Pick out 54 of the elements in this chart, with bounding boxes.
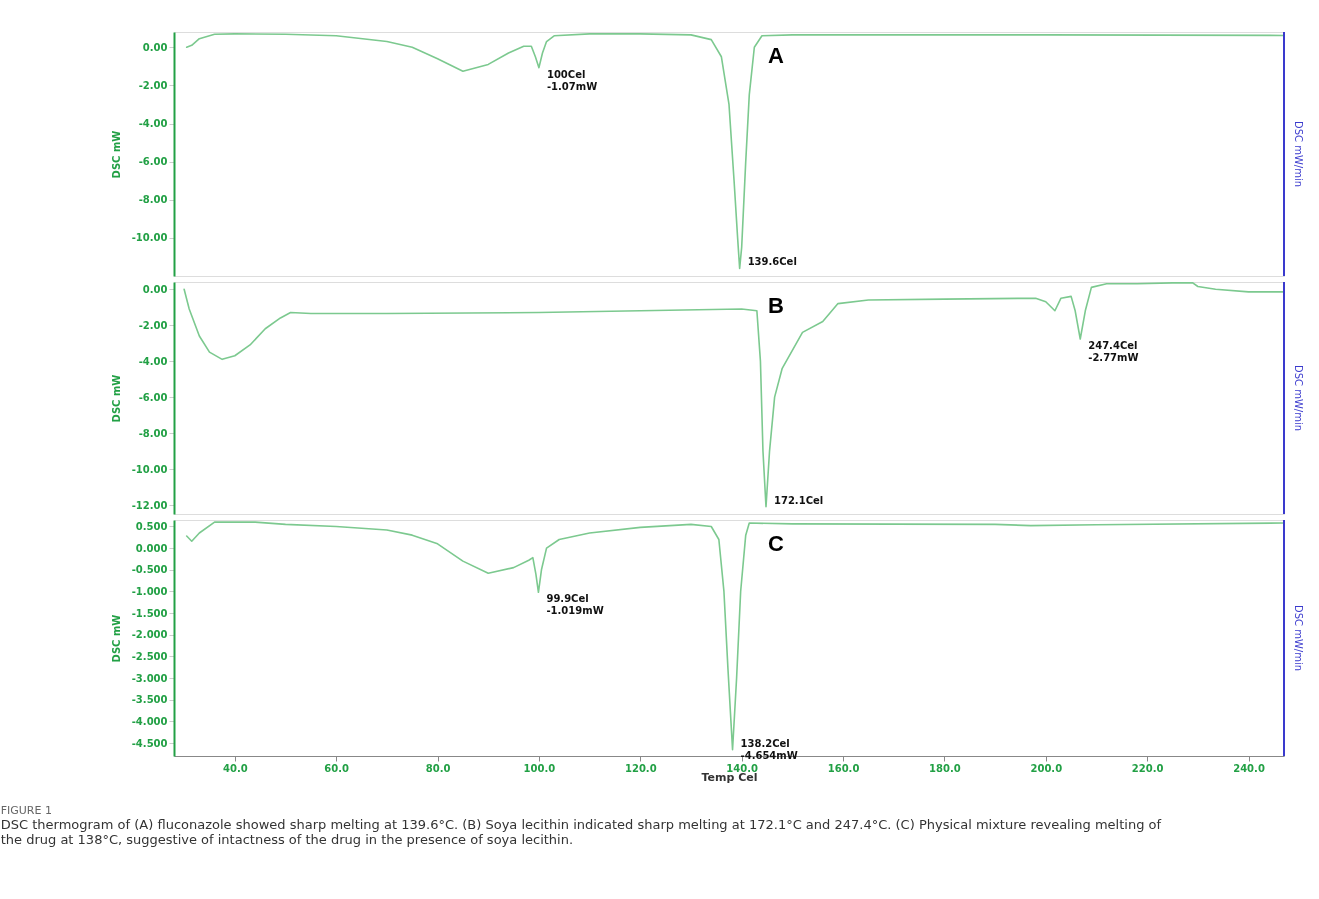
x-tick-label: 240.0 (1233, 762, 1265, 774)
annotation: 99.9Cel -1.019mW (546, 593, 604, 617)
x-tick-label: 40.0 (222, 762, 248, 774)
y-tick-label: 0.500 (135, 521, 168, 532)
annotation: 172.1Cel (774, 494, 824, 506)
x-tick-label: 80.0 (425, 762, 451, 774)
y2-axis-title: DSC mW/min (1293, 120, 1304, 188)
y-axis-title: DSC mW (110, 374, 122, 423)
x-tick-label: 180.0 (929, 762, 961, 774)
y-tick-label: -8.00 (138, 194, 168, 206)
y-tick-label: -10.00 (131, 463, 168, 475)
line-series (183, 282, 1285, 508)
text: DSC thermogram of (A) fluconazole showed sharp melting at 139.6°C. (B) Soya lecithin indicated sharp melting at 172.1°C and 247.4°C. (C) Physical mixture revealing melting of the drug at 138°C, suggestive of intactness of the drug in the presence of soya lecithin. (0, 816, 1162, 847)
annotation: 138.2Cel -4.654mW (740, 737, 798, 761)
annotation: 247.4Cel -2.77mW (1088, 340, 1139, 364)
line-series (185, 521, 1285, 751)
y-tick-label: -4.00 (138, 355, 168, 367)
y-tick-label: 0.000 (135, 542, 168, 554)
y-tick-label: -3.000 (131, 672, 168, 684)
y-tick-label: -10.00 (131, 232, 168, 244)
y-tick-label: -4.000 (131, 715, 168, 727)
x-tick-label: 160.0 (827, 762, 860, 774)
x-tick-label: 100.0 (523, 762, 556, 774)
y-axis-title: DSC mW (110, 614, 122, 663)
y-tick-label: -2.000 (131, 629, 168, 641)
y-tick-label: -6.00 (138, 391, 168, 403)
y2-axis-title: DSC mW/min (1293, 364, 1304, 432)
x-tick-label: 200.0 (1030, 762, 1063, 774)
y-tick-label: -2.00 (138, 319, 168, 331)
annotation: C (768, 531, 784, 556)
caption: FIGURE 1 (0, 803, 52, 817)
y-tick-label: -4.500 (131, 737, 168, 749)
x-tick-label: 60.0 (324, 762, 350, 774)
line-series (185, 33, 1285, 270)
annotation: A (768, 43, 784, 68)
y2-axis-title: DSC mW/min (1293, 604, 1304, 672)
y-axis-title: DSC mW (110, 130, 122, 179)
y-tick-label: -3.500 (131, 694, 168, 706)
y-tick-label: 0.00 (142, 41, 168, 53)
y-tick-label: 0.00 (142, 283, 168, 295)
x-tick-label: 220.0 (1131, 762, 1164, 774)
y-tick-label: -6.00 (138, 156, 168, 168)
y-tick-label: -12.00 (131, 499, 168, 511)
y-tick-label: -1.500 (131, 607, 168, 619)
annotation: 139.6Cel (747, 256, 797, 268)
annotation: B (768, 293, 784, 318)
y-tick-label: -0.500 (131, 564, 168, 576)
y-tick-label: -1.000 (131, 585, 168, 597)
annotation: 100Cel -1.07mW (546, 68, 598, 92)
y-tick-label: -2.00 (138, 79, 168, 91)
y-tick-label: -4.00 (138, 118, 168, 129)
x-tick-label: 120.0 (624, 762, 657, 774)
y-tick-label: -8.00 (138, 427, 168, 439)
y-tick-label: -2.500 (131, 650, 168, 662)
